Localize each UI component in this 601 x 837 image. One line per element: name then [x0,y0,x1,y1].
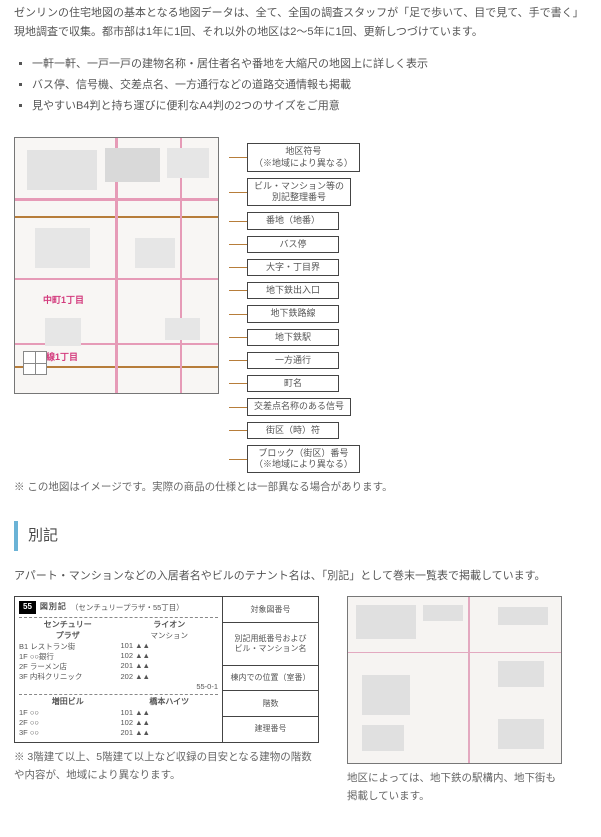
legend-item: 地下鉄駅 [247,329,339,346]
leader-line [229,221,247,222]
bekki-block-title: ライオン [121,620,219,631]
leader-line [229,430,247,431]
bekki-room: 101 ▲▲ [121,708,219,718]
bekki-row: 55 図別記 （センチュリープラザ・55丁目） センチュリー プラザ B1 レス… [14,596,587,816]
bekki-card: 55 図別記 （センチュリープラザ・55丁目） センチュリー プラザ B1 レス… [14,596,319,743]
feature-item: 見やすいB4判と持ち運びに便利なA4判の2つのサイズをご用意 [32,97,587,116]
section-heading-bekki: 別記 [14,521,587,551]
legend-item: 一方通行 [247,352,339,369]
legend-item: 番地（地番） [247,212,339,229]
bekki-room: 3F 内科クリニック [19,672,117,682]
legend-item: ビル・マンション等の 別記整理番号 [247,178,351,207]
bekki-card-body: 55 図別記 （センチュリープラザ・55丁目） センチュリー プラザ B1 レス… [15,597,222,742]
bekki-block-title: センチュリー プラザ [19,620,117,642]
bekki-legend-item: 別記用紙番号および ビル・マンション名 [223,623,318,666]
leader-line [229,314,247,315]
leader-line [229,337,247,338]
subway-note: 地区によっては、地下鉄の駅構内、地下街も掲載しています。 [347,770,562,806]
leader-line [229,157,247,158]
bekki-room: 2F ラーメン店 [19,662,117,672]
bekki-room: 102 ▲▲ [121,651,219,661]
feature-list: 一軒一軒、一戸一戸の建物名称・居住者名や番地を大縮尺の地図上に詳しく表示 バス停… [14,55,587,115]
main-map-image: 中町1丁目 無線1丁目 [14,137,219,394]
main-map-block: 中町1丁目 無線1丁目 地区符号 （※地域により異なる） ビル・マンション等の … [14,137,587,473]
bekki-room: 102 ▲▲ [121,718,219,728]
bekki-room: 1F ○○銀行 [19,652,117,662]
bekki-legend-item: 対象図番号 [223,597,318,623]
bekki-room: 201 ▲▲ [121,728,219,738]
leader-line [229,192,247,193]
bekki-block-sub: マンション [121,631,219,641]
legend-item: 地区符号 （※地域により異なる） [247,143,360,172]
bekki-room: 101 ▲▲ [121,641,219,651]
bekki-note: ※ 3階建て以上、5階建て以上など収録の目安となる建物の階数や内容が、地域により… [14,749,319,785]
legend-item: 地下鉄路線 [247,305,339,322]
legend-item: バス停 [247,236,339,253]
bekki-header-num: 55 [19,601,36,614]
legend-item: 町名 [247,375,339,392]
bekki-room: 202 ▲▲ [121,672,219,682]
bekki-right-col: 55-0-1 [121,682,219,692]
bekki-header-title: 図別記 [40,602,67,613]
bekki-right: 地区によっては、地下鉄の駅構内、地下街も掲載しています。 [347,596,562,816]
legend-item: 大字・丁目界 [247,259,339,276]
legend-item: 交差点名称のある信号 [247,398,351,415]
feature-item: バス停、信号機、交差点名、一方通行などの道路交通情報も掲載 [32,76,587,95]
legend-item: 地下鉄出入口 [247,282,339,299]
main-map-note: ※ この地図はイメージです。実際の商品の仕様とは一部異なる場合があります。 [14,479,587,497]
bekki-block-title: 増田ビル [19,697,117,708]
leader-line [229,459,247,460]
bekki-room: 1F ○○ [19,708,117,718]
leader-line [229,267,247,268]
legend-item: ブロック（街区）番号 （※地域により異なる） [247,445,360,474]
bekki-intro: アパート・マンションなどの入居者名やビルのテナント名は、「別記」として巻末一覧表… [14,567,587,586]
map-chome-label: 中町1丁目 [43,293,84,308]
legend-item: 街区（時）符 [247,422,339,439]
bekki-left: 55 図別記 （センチュリープラザ・55丁目） センチュリー プラザ B1 レス… [14,596,319,795]
bekki-room: 2F ○○ [19,718,117,728]
subway-map-image [347,596,562,764]
feature-item: 一軒一軒、一戸一戸の建物名称・居住者名や番地を大縮尺の地図上に詳しく表示 [32,55,587,74]
leader-line [229,244,247,245]
bekki-legend-item: 棟内での位置（室番） [223,666,318,692]
bekki-room: 201 ▲▲ [121,661,219,671]
leader-line [229,290,247,291]
map-chome-label: 無線1丁目 [37,350,78,365]
leader-line [229,407,247,408]
bekki-header-sub: （センチュリープラザ・55丁目） [71,603,184,613]
bekki-room: 3F ○○ [19,728,117,738]
leader-line [229,383,247,384]
bekki-legend-item: 建理番号 [223,717,318,742]
bekki-block-title: 橋本ハイツ [121,697,219,708]
bekki-legend-item: 階数 [223,691,318,717]
bekki-room: B1 レストラン街 [19,642,117,652]
main-map-legend: 地区符号 （※地域により異なる） ビル・マンション等の 別記整理番号 番地（地番… [229,137,360,473]
bekki-legend: 対象図番号 別記用紙番号および ビル・マンション名 棟内での位置（室番） 階数 … [222,597,318,742]
leader-line [229,360,247,361]
intro-paragraph: ゼンリンの住宅地図の基本となる地図データは、全て、全国の調査スタッフが「足で歩い… [14,4,587,41]
